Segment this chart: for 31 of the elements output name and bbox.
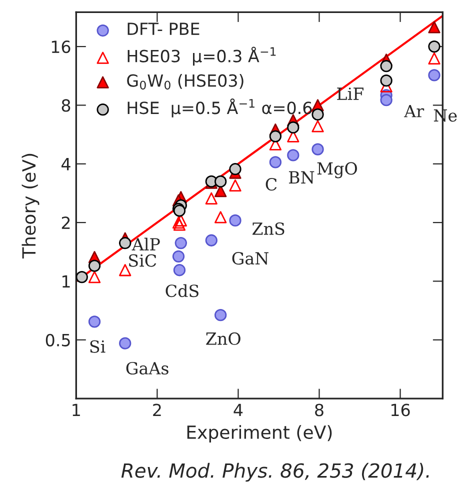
legend-label: HSE03 μ=0.3 Å$^{−1}$	[128, 46, 276, 66]
y-tick-label: 2	[62, 216, 70, 229]
x-tick-label: 4	[234, 404, 243, 416]
text: Rev. Mod. Phys. 86, 253 (2014).	[121, 462, 429, 482]
y-tick-label: 4	[62, 158, 70, 170]
y-axis-title: Theory (eV)	[22, 154, 40, 258]
x-tick-label: 1	[72, 404, 80, 416]
legend-label: HSE μ=0.5 Å$^{−1}$ α=0.6	[128, 98, 312, 118]
annotation: LiF	[337, 88, 364, 100]
annotation: AlP	[132, 238, 160, 250]
annotation: C	[266, 178, 277, 191]
annotation: GaN	[232, 252, 268, 265]
y-tick-label: 0.5	[46, 334, 70, 346]
y-tick-label: 16	[52, 40, 70, 54]
annotation: Ar	[404, 105, 424, 118]
legend-label: G$_{0}$W$_{0}$ (HSE03)	[127, 74, 244, 90]
annotation: CdS	[166, 284, 198, 298]
legend-label: DFT- PBE	[128, 22, 200, 35]
y-tick-label: 8	[62, 99, 70, 112]
annotation: ZnS	[252, 222, 284, 236]
x-tick-label: 2	[153, 404, 161, 416]
y-tick-label: 1	[62, 275, 70, 288]
x-axis-title: Experiment (eV)	[187, 425, 332, 443]
annotation: BN	[288, 171, 314, 184]
annotation: MgO	[317, 162, 357, 178]
annotation: Si	[90, 340, 106, 353]
annotation: GaAs	[126, 362, 168, 375]
x-tick-label: 16	[391, 404, 410, 416]
annotation: ZnO	[206, 332, 240, 345]
annotation: SiC	[129, 254, 156, 267]
x-tick-label: 8	[315, 404, 324, 416]
